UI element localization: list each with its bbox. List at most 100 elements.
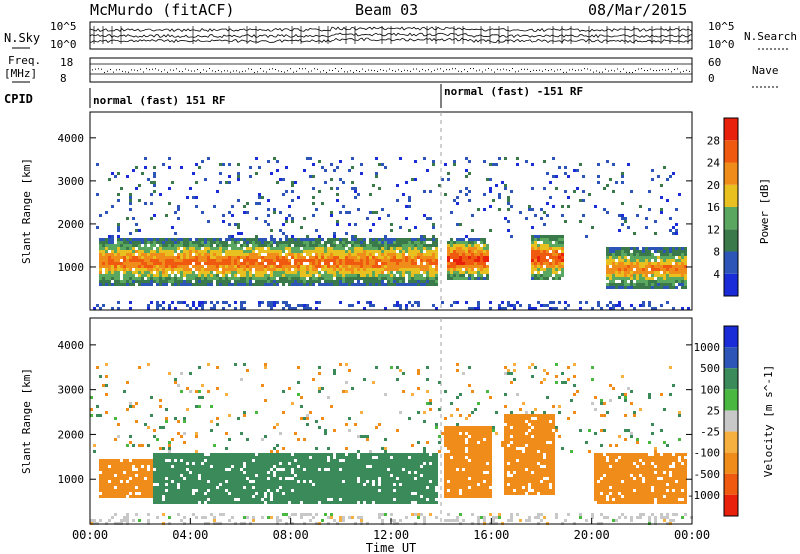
power-cell [108, 244, 111, 247]
power-cell [126, 175, 129, 178]
velocity-cell [126, 459, 129, 462]
power-cell [486, 268, 489, 271]
power-cell [621, 181, 624, 184]
velocity-cell [339, 456, 342, 459]
velocity-cell [180, 468, 183, 471]
velocity-cell [216, 498, 219, 501]
power-cell [420, 259, 423, 262]
power-cell [105, 268, 108, 271]
velocity-cell [321, 417, 324, 420]
velocity-cell [213, 486, 216, 489]
power-cell [411, 259, 414, 262]
power-cell [150, 259, 153, 262]
freq-dot [578, 69, 579, 71]
velocity-cell [111, 495, 114, 498]
power-cell [618, 277, 621, 280]
power-cell [153, 172, 156, 175]
power-cell [270, 259, 273, 262]
power-cell [228, 256, 231, 259]
power-cell [411, 247, 414, 250]
power-cell [270, 274, 273, 277]
power-cell [300, 271, 303, 274]
power-cell [666, 247, 669, 250]
velocity-cell [294, 453, 297, 456]
velocity-cell [123, 495, 126, 498]
velocity-cell [288, 495, 291, 498]
velocity-cell [291, 513, 294, 516]
power-cell [486, 265, 489, 268]
velocity-cell [279, 465, 282, 468]
velocity-cell [123, 474, 126, 477]
power-cell [672, 277, 675, 280]
power-cell [372, 283, 375, 286]
power-cell [150, 265, 153, 268]
power-cell [534, 268, 537, 271]
power-cell [318, 241, 321, 244]
power-cell [309, 277, 312, 280]
velocity-cell [333, 486, 336, 489]
velocity-cell [261, 459, 264, 462]
power-cell [324, 262, 327, 265]
velocity-cell [276, 492, 279, 495]
power-cell [264, 268, 267, 271]
velocity-cell [168, 516, 171, 519]
velocity-cell [354, 492, 357, 495]
power-cell [186, 253, 189, 256]
power-cell [234, 253, 237, 256]
power-cell [405, 256, 408, 259]
power-cell [552, 301, 555, 304]
power-cell [312, 265, 315, 268]
power-cell [405, 250, 408, 253]
velocity-cell [366, 459, 369, 462]
power-cell [354, 277, 357, 280]
power-cell [141, 280, 144, 283]
power-cell [378, 268, 381, 271]
power-cell [507, 304, 510, 307]
power-cell [378, 250, 381, 253]
velocity-cell [240, 474, 243, 477]
power-cell [531, 226, 534, 229]
velocity-cell [135, 465, 138, 468]
power-cell [627, 274, 630, 277]
power-cell [531, 274, 534, 277]
velocity-cell [165, 486, 168, 489]
freq-dot [647, 70, 648, 72]
power-cell [435, 259, 438, 262]
freq-dot [512, 68, 513, 70]
velocity-cell [180, 390, 183, 393]
power-cell [627, 268, 630, 271]
velocity-cell [219, 501, 222, 504]
power-cell [285, 268, 288, 271]
power-cell [126, 238, 129, 241]
velocity-cell [177, 492, 180, 495]
freq-dot [116, 69, 117, 71]
velocity-cell [378, 459, 381, 462]
power-cell [351, 277, 354, 280]
power-cell [678, 262, 681, 265]
power-cell [681, 265, 684, 268]
velocity-cell [102, 468, 105, 471]
velocity-cell [186, 471, 189, 474]
power-cell [150, 244, 153, 247]
velocity-cell [195, 459, 198, 462]
power-cell [303, 247, 306, 250]
velocity-cell [285, 495, 288, 498]
power-cell [117, 193, 120, 196]
power-cell [339, 301, 342, 304]
power-cell [483, 262, 486, 265]
power-cell [342, 274, 345, 277]
velocity-cell [195, 462, 198, 465]
power-cell [684, 253, 687, 256]
power-cell [333, 274, 336, 277]
power-cell [195, 196, 198, 199]
power-cell [129, 196, 132, 199]
velocity-cell [234, 492, 237, 495]
power-cell [429, 271, 432, 274]
power-cell [420, 274, 423, 277]
power-cell [666, 280, 669, 283]
velocity-cell [273, 501, 276, 504]
power-cell [648, 277, 651, 280]
power-cell [624, 271, 627, 274]
velocity-cell [162, 480, 165, 483]
velocity-cell [312, 489, 315, 492]
